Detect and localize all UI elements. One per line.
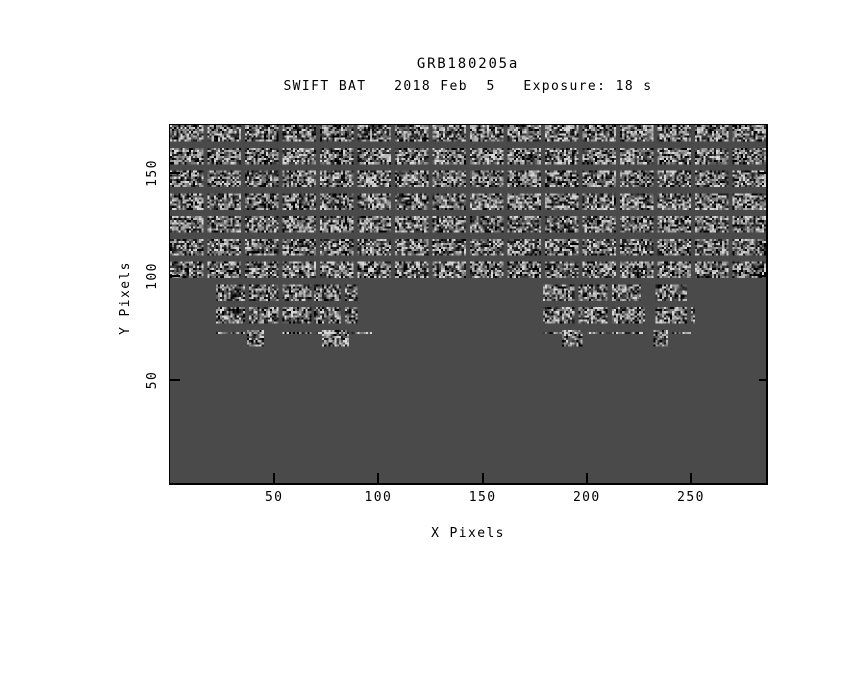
x-axis-tick xyxy=(377,473,380,483)
x-axis-tick xyxy=(273,473,276,483)
x-tick-label: 150 xyxy=(468,490,497,505)
x-axis-tick xyxy=(585,473,588,483)
y-tick-label: 150 xyxy=(145,158,160,187)
x-axis-label: X Pixels xyxy=(431,526,505,541)
y-tick-label: 100 xyxy=(145,262,160,290)
figure-subtitle: SWIFT BAT 2018 Feb 5 Exposure: 18 s xyxy=(283,79,653,94)
y-axis-tick-right xyxy=(759,275,766,278)
y-tick-label: 50 xyxy=(145,370,160,389)
y-axis-tick-left xyxy=(170,171,180,174)
x-tick-label: 250 xyxy=(677,490,705,505)
y-axis-tick-left xyxy=(170,275,180,278)
x-axis-tick xyxy=(481,473,484,483)
y-axis-tick-left xyxy=(170,378,180,381)
x-axis-tick xyxy=(689,473,692,483)
x-tick-label: 50 xyxy=(264,490,284,505)
y-axis-tick-right xyxy=(759,171,766,174)
x-tick-label: 200 xyxy=(572,490,601,505)
y-axis-tick-right xyxy=(759,378,766,381)
plot-area xyxy=(169,124,768,485)
detector-heatmap-image xyxy=(170,125,766,483)
figure-title: GRB180205a xyxy=(416,56,520,72)
y-axis-label: Y Pixels xyxy=(118,261,133,335)
x-tick-label: 100 xyxy=(364,490,393,505)
